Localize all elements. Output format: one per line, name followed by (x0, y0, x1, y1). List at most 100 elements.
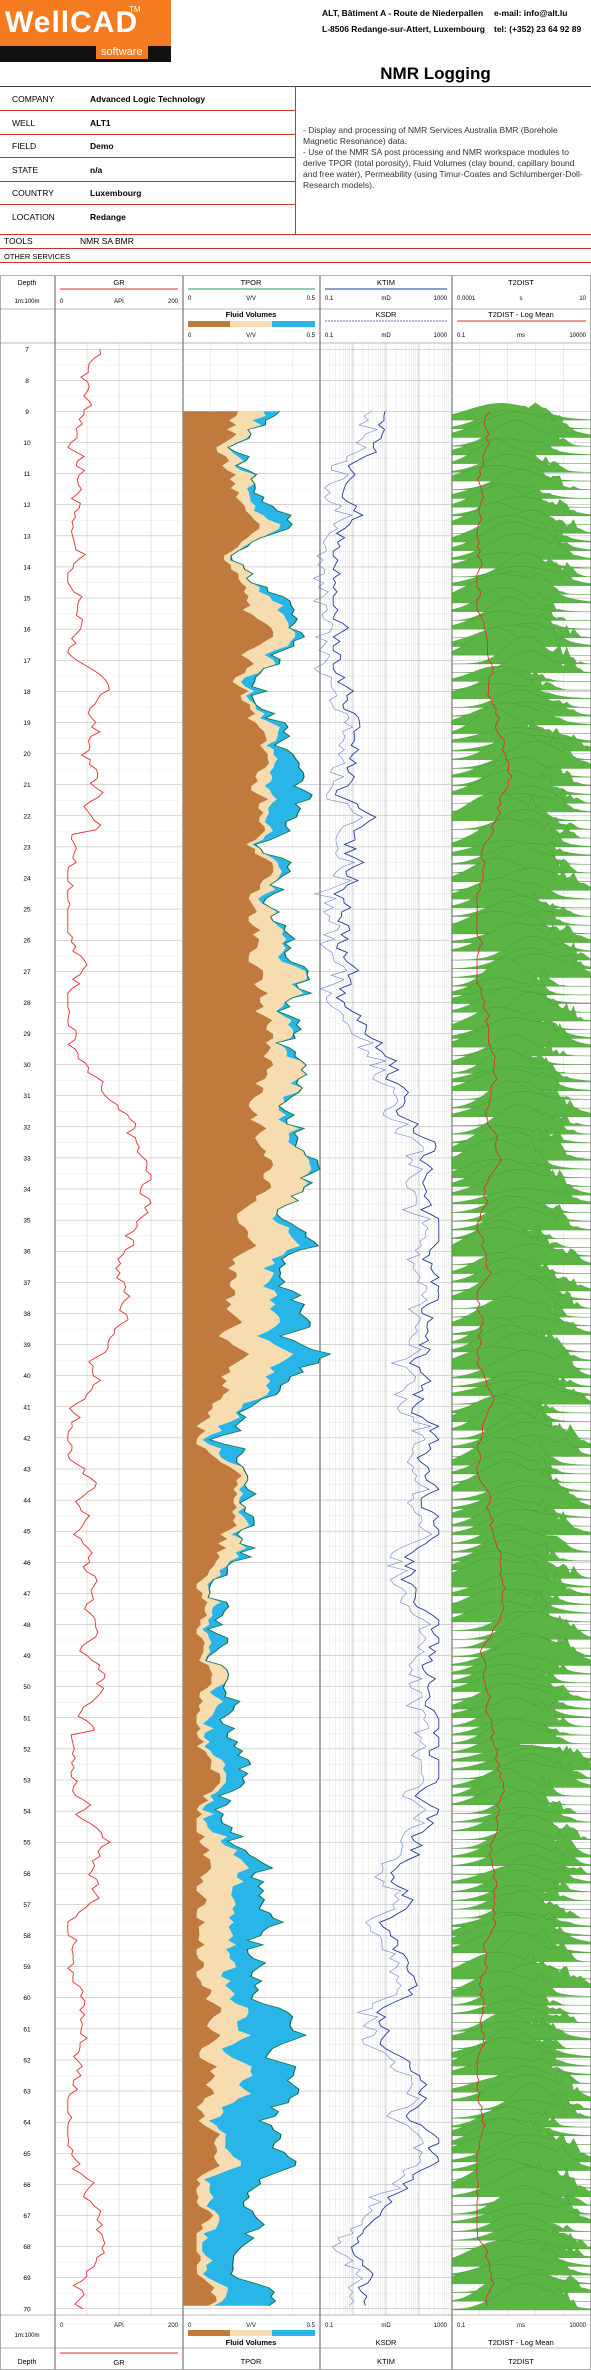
t2dist-wiggle (451, 1461, 591, 1492)
logo-tm: TM (129, 5, 141, 14)
t2dist-wiggle (451, 2273, 591, 2293)
free-water-fill (202, 411, 331, 2306)
field-value-country: Luxembourg (90, 188, 142, 198)
depth-label: 70 (23, 2306, 31, 2313)
ksdr-footer: KSDR (376, 2338, 397, 2347)
depth-label: 23 (23, 844, 31, 851)
depth-footer: Depth (18, 2359, 37, 2366)
depth-label: 44 (23, 1498, 31, 1505)
t2dist-wiggle (451, 1104, 591, 1135)
clay-bound-fill (183, 411, 274, 2306)
field-value-location: Redange (90, 211, 126, 222)
header-divider (295, 86, 296, 234)
t2dist-wiggle (451, 2082, 591, 2110)
t2dist-wiggle (451, 587, 591, 612)
tools-value: NMR SA BMR (80, 236, 134, 246)
fluid-header: Fluid Volumes (226, 310, 277, 319)
t2dist-wiggle (451, 1091, 591, 1118)
depth-label: 16 (23, 627, 31, 634)
depth-label: 64 (23, 2120, 31, 2127)
contact-email: e-mail: info@alt.lu (494, 8, 568, 18)
t2dist-wiggle (451, 1768, 591, 1797)
depth-label: 45 (23, 1529, 31, 1536)
t2dist-wiggle (451, 1557, 591, 1588)
field-label-company: COMPANY (12, 94, 55, 104)
t2mean-max-footer: 10000 (569, 2323, 586, 2329)
t2dist-min: 0.0001 (457, 296, 476, 302)
depth-label: 60 (23, 1995, 31, 2002)
logo-subtitle: software (96, 45, 148, 59)
depth-label: 67 (23, 2213, 31, 2220)
depth-label: 19 (23, 720, 31, 727)
t2dist-wiggle (451, 2203, 591, 2224)
t2dist-max: 10 (579, 296, 586, 302)
fluid-legend-clay-footer (188, 2330, 230, 2336)
tpor-unit: V/V (246, 296, 256, 302)
t2dist-wiggle (451, 1635, 591, 1666)
t2dist-wiggle (451, 1696, 591, 1727)
ksdr-unit: mD (381, 333, 391, 339)
t2dist-wiggle (451, 1869, 591, 1893)
depth-label: 11 (24, 471, 31, 478)
t2dist-wiggle (451, 957, 591, 987)
depth-label: 59 (23, 1964, 31, 1971)
t2dist-wiggle (451, 2213, 591, 2232)
depth-label: 50 (23, 1684, 31, 1691)
gr-max-footer: 200 (168, 2323, 179, 2329)
t2dist-wiggle (451, 935, 591, 961)
t2dist-wiggle (451, 533, 591, 560)
gr-unit-footer: API (114, 2323, 124, 2329)
depth-label: 36 (23, 1249, 31, 1256)
t2dist-wiggle (451, 1807, 591, 1823)
fluid-footer: Fluid Volumes (226, 2338, 277, 2347)
ktim-unit: mD (381, 296, 391, 302)
field-rule (0, 110, 295, 111)
address-line-2: L-8506 Redange-sur-Attert, Luxembourg (322, 24, 485, 34)
track-border (0, 275, 55, 2370)
depth-label: 62 (23, 2057, 31, 2064)
ksdr-curve (312, 411, 433, 2306)
depth-label: 54 (23, 1809, 31, 1816)
t2dist-wiggle (451, 1278, 591, 1309)
depth-label: 40 (23, 1373, 31, 1380)
t2mean-min-footer: 0.1 (457, 2323, 466, 2329)
ksdr-min-footer: 0.1 (325, 2323, 334, 2329)
depth-label: 35 (23, 1218, 31, 1225)
tpor-header: TPOR (241, 278, 262, 287)
t2mean-footer: T2DIST - Log Mean (488, 2338, 554, 2347)
fluid-total-line (205, 411, 332, 2306)
gr-min-footer: 0 (60, 2323, 64, 2329)
depth-label: 18 (23, 689, 31, 696)
gr-header: GR (113, 278, 125, 287)
depth-label: 51 (23, 1715, 31, 1722)
header-rule-bottom (0, 262, 591, 263)
depth-label: 41 (23, 1404, 31, 1411)
depth-label: 24 (23, 875, 31, 882)
depth-label: 38 (23, 1311, 31, 1318)
ktim-header: KTIM (377, 278, 395, 287)
t2dist-wiggle (451, 818, 591, 848)
depth-label: 8 (25, 378, 29, 385)
t2dist-wiggle (451, 953, 591, 978)
t2dist-wiggle (451, 2007, 591, 2023)
fluid-min-footer: 0 (188, 2323, 192, 2329)
capillary-bound-fill (196, 411, 312, 2306)
t2dist-wiggle (451, 1350, 591, 1379)
t2mean-unit: ms (517, 333, 525, 339)
t2dist-wiggle (451, 1673, 591, 1692)
depth-label: 15 (23, 596, 31, 603)
gr-max: 200 (168, 299, 179, 305)
depth-label: 20 (23, 751, 31, 758)
t2dist-wiggle (451, 809, 591, 830)
depth-label: 66 (23, 2182, 31, 2189)
depth-scale: 1m:100m (14, 299, 39, 305)
field-rule (0, 180, 295, 182)
depth-label: 69 (23, 2275, 31, 2282)
depth-label: 12 (23, 502, 31, 509)
t2dist-wiggle (451, 2229, 591, 2250)
ksdr-max: 1000 (434, 333, 448, 339)
ksdr-header: KSDR (376, 310, 397, 319)
depth-label: 47 (23, 1591, 31, 1598)
depth-label: 48 (23, 1622, 31, 1629)
